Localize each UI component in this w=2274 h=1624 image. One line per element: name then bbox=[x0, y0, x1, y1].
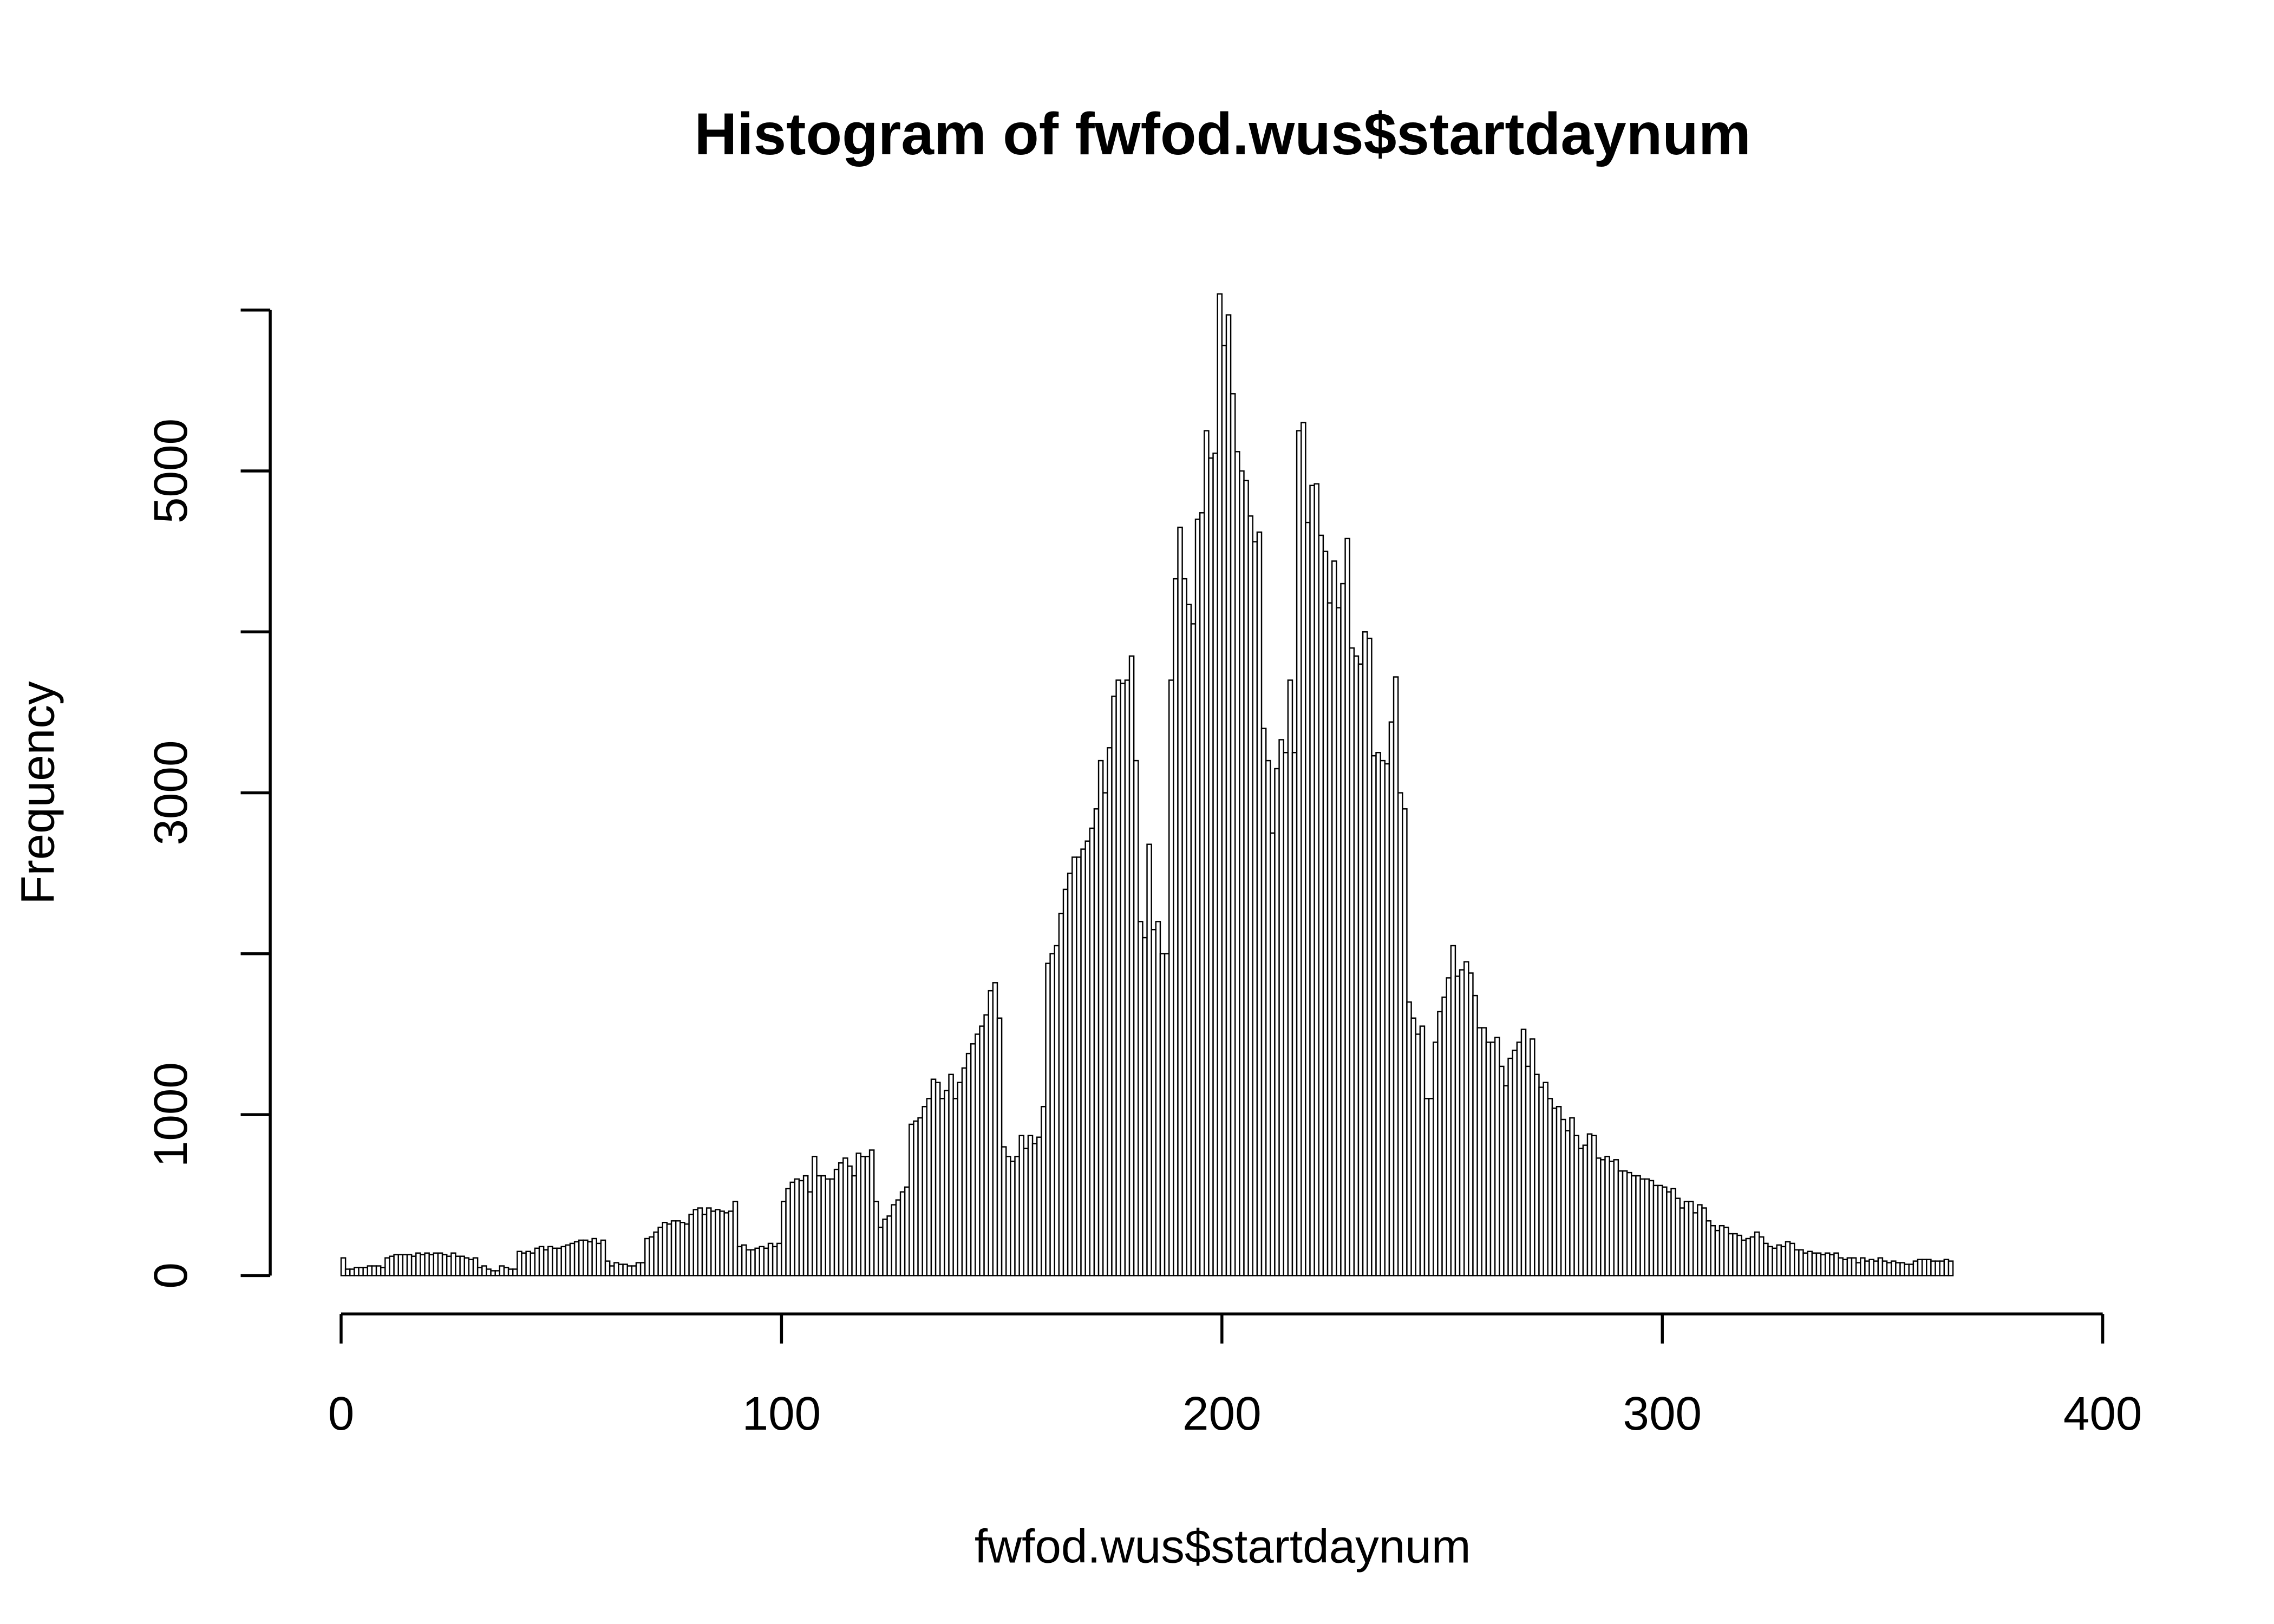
x-tick-label: 200 bbox=[1182, 1387, 1262, 1440]
bar bbox=[1948, 1260, 1954, 1276]
x-tick-label: 300 bbox=[1623, 1387, 1702, 1440]
y-tick-label: 1000 bbox=[145, 1062, 197, 1167]
chart-title: Histogram of fwfod.wus$startdaynum bbox=[694, 101, 1750, 167]
x-tick-label: 0 bbox=[328, 1387, 355, 1440]
bar bbox=[600, 1239, 606, 1276]
y-tick-label: 0 bbox=[145, 1262, 197, 1289]
bar bbox=[732, 1201, 739, 1276]
x-tick-label: 400 bbox=[2063, 1387, 2142, 1440]
y-tick-label: 5000 bbox=[145, 418, 197, 523]
bar bbox=[472, 1257, 479, 1276]
x-tick-label: 100 bbox=[742, 1387, 821, 1440]
bar bbox=[340, 1257, 347, 1276]
x-axis-label: fwfod.wus$startdaynum bbox=[975, 1521, 1471, 1573]
y-tick-label: 3000 bbox=[145, 740, 197, 845]
y-axis-label: Frequency bbox=[11, 681, 64, 905]
